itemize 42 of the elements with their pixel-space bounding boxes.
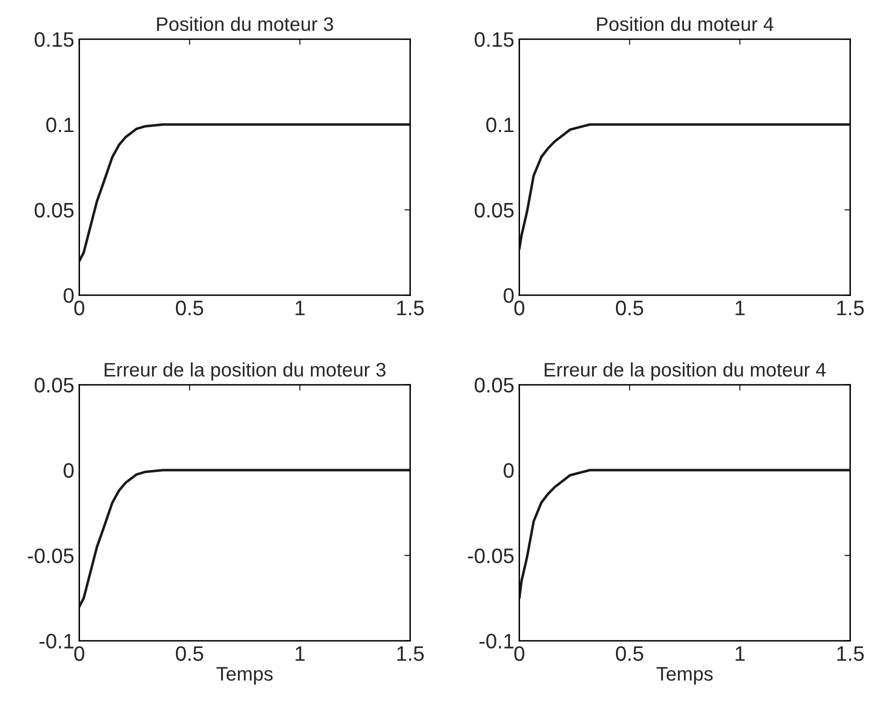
x-tick-label: 0.5 (616, 646, 644, 661)
y-tick-label: 0 (64, 463, 74, 478)
y-tick-label: 0.05 (34, 378, 74, 393)
line-series (79, 468, 410, 608)
y-tick-label: 0.05 (474, 202, 514, 218)
y-tick-label: 0.1 (46, 118, 74, 132)
line-series (519, 468, 850, 600)
x-tick-label: 1.5 (837, 300, 864, 316)
line-series (519, 123, 850, 250)
y-tick-label: -0.05 (28, 548, 74, 564)
x-tick-label: 0 (74, 646, 84, 661)
chart-title: Position du moteur 4 (597, 16, 774, 32)
y-tick-label: 0 (64, 288, 74, 303)
x-tick-label: 0.5 (176, 646, 204, 661)
x-tick-label: 0 (514, 646, 524, 661)
x-tick-label: 1 (296, 646, 305, 661)
x-tick-label: 1 (296, 300, 305, 316)
y-tick-label: 0.1 (486, 118, 514, 132)
chart-title: Position du moteur 3 (157, 16, 334, 32)
y-tick-label: 0.15 (34, 32, 74, 47)
y-tick-label: -0.1 (479, 634, 514, 649)
y-tick-label: -0.05 (468, 548, 514, 564)
chart-title: Erreur de la position du moteur 4 (544, 362, 826, 380)
x-tick-label: 0.5 (616, 300, 644, 316)
y-tick-label: 0 (504, 463, 514, 478)
y-tick-label: 0.05 (474, 378, 514, 393)
x-axis-title: Temps (656, 667, 713, 685)
x-tick-label: 0 (514, 300, 524, 316)
x-tick-label: 1.5 (397, 646, 424, 661)
x-tick-label: 1.5 (397, 300, 424, 316)
x-tick-label: 1 (736, 300, 745, 316)
x-tick-label: 0.5 (176, 300, 204, 316)
chart-title: Erreur de la position du moteur 3 (104, 362, 386, 380)
x-tick-label: 1 (736, 646, 745, 661)
y-tick-label: 0 (504, 288, 514, 303)
line-series (79, 123, 410, 262)
y-tick-label: 0.05 (34, 202, 74, 218)
x-tick-label: 1.5 (837, 646, 864, 661)
x-tick-label: 0 (74, 300, 84, 316)
y-tick-label: 0.15 (474, 32, 514, 47)
y-tick-label: -0.1 (39, 634, 74, 649)
x-axis-title: Temps (216, 667, 273, 685)
